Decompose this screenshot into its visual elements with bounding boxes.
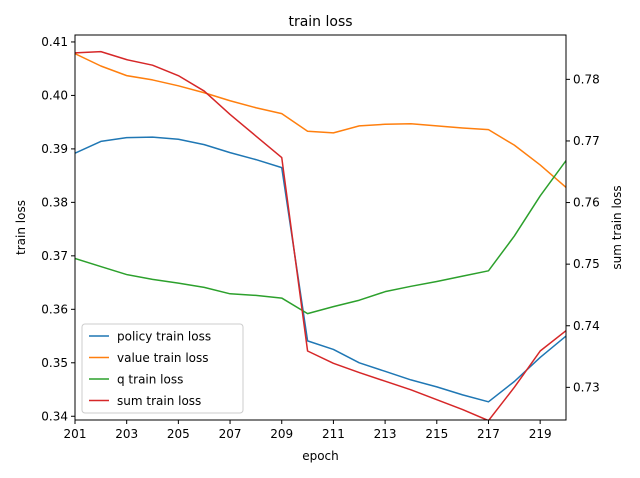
- x-tick-label: 215: [425, 427, 448, 441]
- y2-tick-label: 0.73: [573, 380, 600, 394]
- legend-box: [81, 323, 244, 414]
- series-line-4: [75, 50, 566, 420]
- chart-title: train loss: [288, 14, 352, 30]
- legend-label-4: sum train loss: [117, 394, 201, 408]
- y-tick-label: 0.37: [41, 249, 68, 263]
- y2-tick-label: 0.76: [573, 196, 600, 210]
- x-tick-label: 203: [115, 427, 138, 441]
- y-tick-label: 0.40: [41, 88, 68, 102]
- y-axis-ticks: 0.34 0.35 0.36 0.37 0.38 0.39 0.40 0.41: [41, 35, 75, 423]
- series-line-3: [75, 159, 566, 315]
- series-line-2: [75, 52, 566, 189]
- y2-tick-label: 0.78: [573, 72, 600, 86]
- y-tick-label: 0.34: [41, 409, 68, 423]
- y-tick-label: 0.35: [41, 356, 68, 370]
- y2-axis-label: sum train loss: [610, 185, 624, 269]
- x-tick-label: 207: [219, 427, 242, 441]
- x-axis-label: epoch: [302, 449, 339, 463]
- y2-axis-ticks: 0.73 0.74 0.75 0.76 0.77 0.78: [566, 72, 600, 394]
- series-lines: [75, 50, 566, 420]
- legend-label-1: policy train loss: [117, 330, 211, 344]
- x-tick-label: 211: [322, 427, 345, 441]
- y-tick-label: 0.36: [41, 302, 68, 316]
- plot-area-frame: [74, 34, 567, 421]
- y2-tick-label: 0.74: [573, 319, 600, 333]
- legend-label-2: value train loss: [117, 351, 209, 365]
- x-axis-ticks: 201 203 205 207 209 211 213 215 217 219: [64, 420, 552, 441]
- x-tick-label: 201: [64, 427, 87, 441]
- x-tick-label: 219: [529, 427, 552, 441]
- x-tick-label: 217: [477, 427, 500, 441]
- legend-label-3: q train loss: [117, 373, 183, 387]
- y-tick-label: 0.39: [41, 142, 68, 156]
- x-tick-label: 205: [167, 427, 190, 441]
- x-tick-label: 209: [270, 427, 293, 441]
- y2-tick-label: 0.77: [573, 134, 600, 148]
- y-tick-label: 0.38: [41, 195, 68, 209]
- y-axis-label: train loss: [14, 200, 28, 255]
- y2-tick-label: 0.75: [573, 257, 600, 271]
- series-line-1: [75, 136, 566, 403]
- y-tick-label: 0.41: [41, 35, 68, 49]
- legend: policy train loss value train loss q train…: [81, 323, 244, 414]
- x-tick-label: 213: [374, 427, 397, 441]
